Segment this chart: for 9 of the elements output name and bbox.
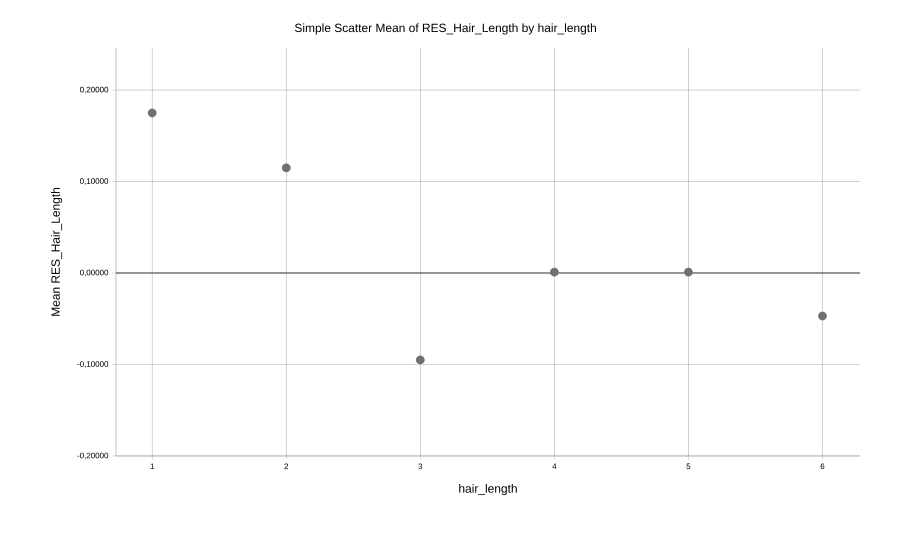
x-axis-title: hair_length: [459, 484, 517, 496]
point: [684, 268, 693, 276]
point: [550, 268, 559, 276]
point: [818, 312, 827, 320]
chart-title: Simple Scatter Mean of RES_Hair_Length by hair_length: [294, 23, 596, 34]
point: [282, 163, 291, 172]
y-axis-title: Mean RES_Hair_Length: [51, 188, 62, 316]
point: [416, 356, 425, 364]
point: [148, 108, 157, 118]
